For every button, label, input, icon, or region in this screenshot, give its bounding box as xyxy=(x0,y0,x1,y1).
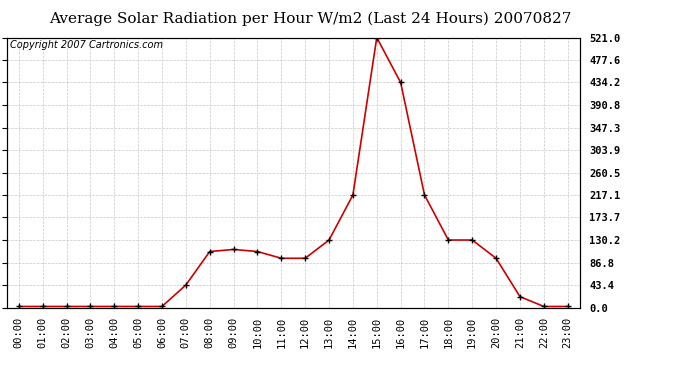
Text: Copyright 2007 Cartronics.com: Copyright 2007 Cartronics.com xyxy=(10,40,163,50)
Text: Average Solar Radiation per Hour W/m2 (Last 24 Hours) 20070827: Average Solar Radiation per Hour W/m2 (L… xyxy=(49,11,572,26)
